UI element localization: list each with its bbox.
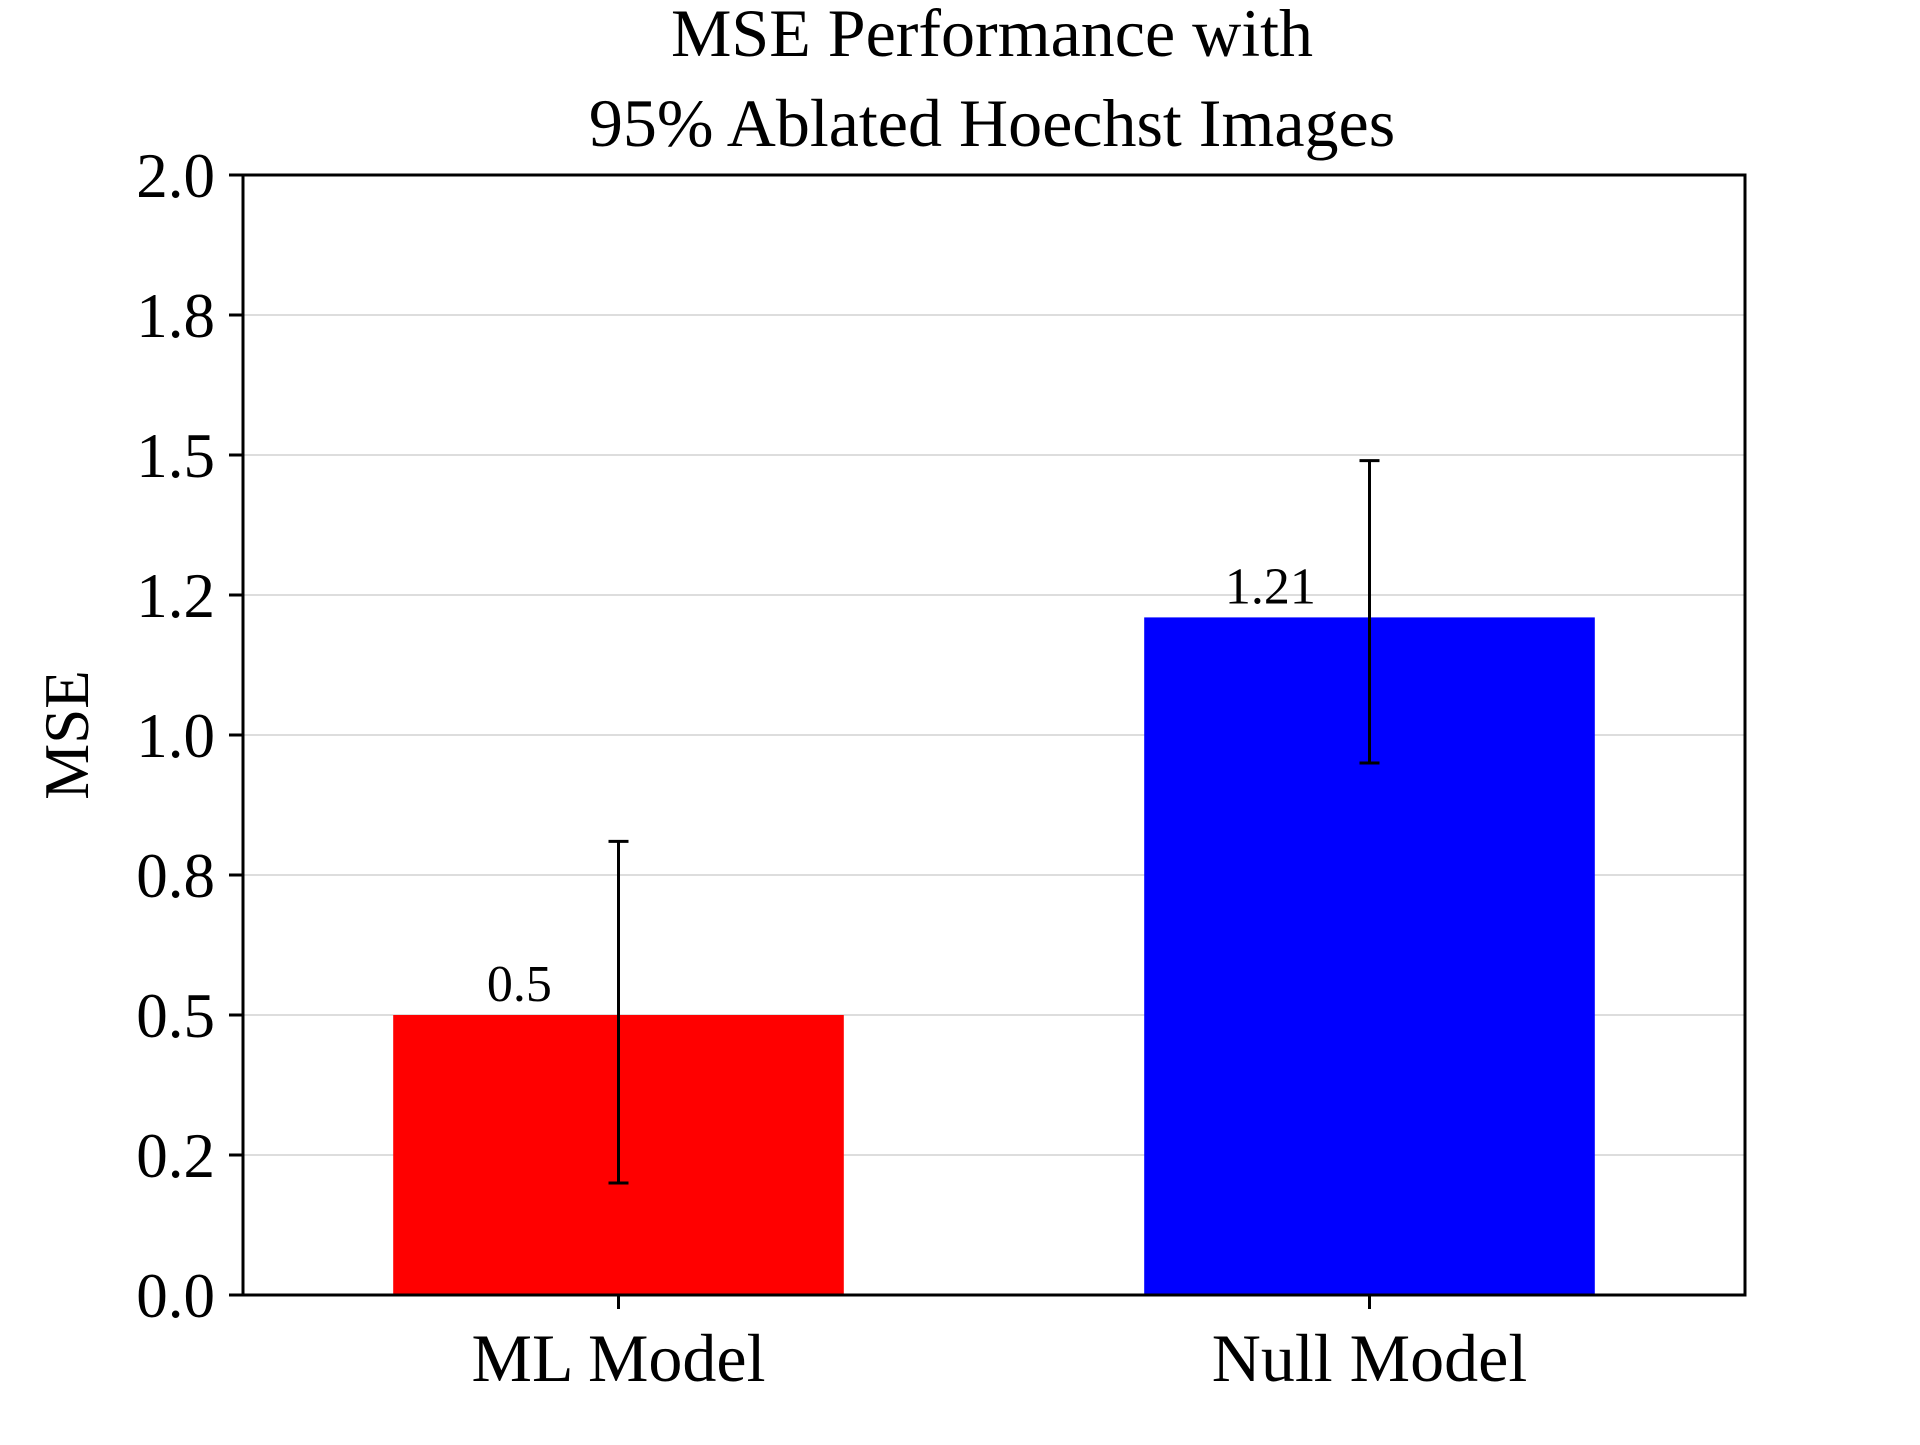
x-axis-ticks: ML Model Null Model [471,1295,1527,1396]
y-tick-label: 0.2 [136,1121,215,1191]
y-tick-label: 0.5 [136,981,215,1051]
x-tick-label: ML Model [471,1320,765,1396]
y-tick-label: 0.0 [136,1261,215,1331]
y-tick-label: 1.5 [136,421,215,491]
y-axis-ticks: 0.0 0.2 0.5 0.8 1.0 1.2 1.5 1.8 2.0 [136,141,243,1331]
x-tick-label: Null Model [1212,1320,1527,1396]
chart-title-line-2: 95% Ablated Hoechst Images [589,85,1395,161]
y-tick-label: 1.2 [136,561,215,631]
y-tick-label: 2.0 [136,141,215,211]
data-labels: 0.5 1.21 [487,558,1316,1013]
y-tick-label: 1.8 [136,281,215,351]
y-axis-label: MSE [32,670,102,800]
chart-title-line-1: MSE Performance with [671,0,1313,71]
y-tick-label: 0.8 [136,841,215,911]
bars [393,617,1595,1295]
y-tick-label: 1.0 [136,701,215,771]
data-label: 0.5 [487,956,552,1013]
data-label: 1.21 [1225,558,1316,615]
error-bars [608,459,1380,1185]
